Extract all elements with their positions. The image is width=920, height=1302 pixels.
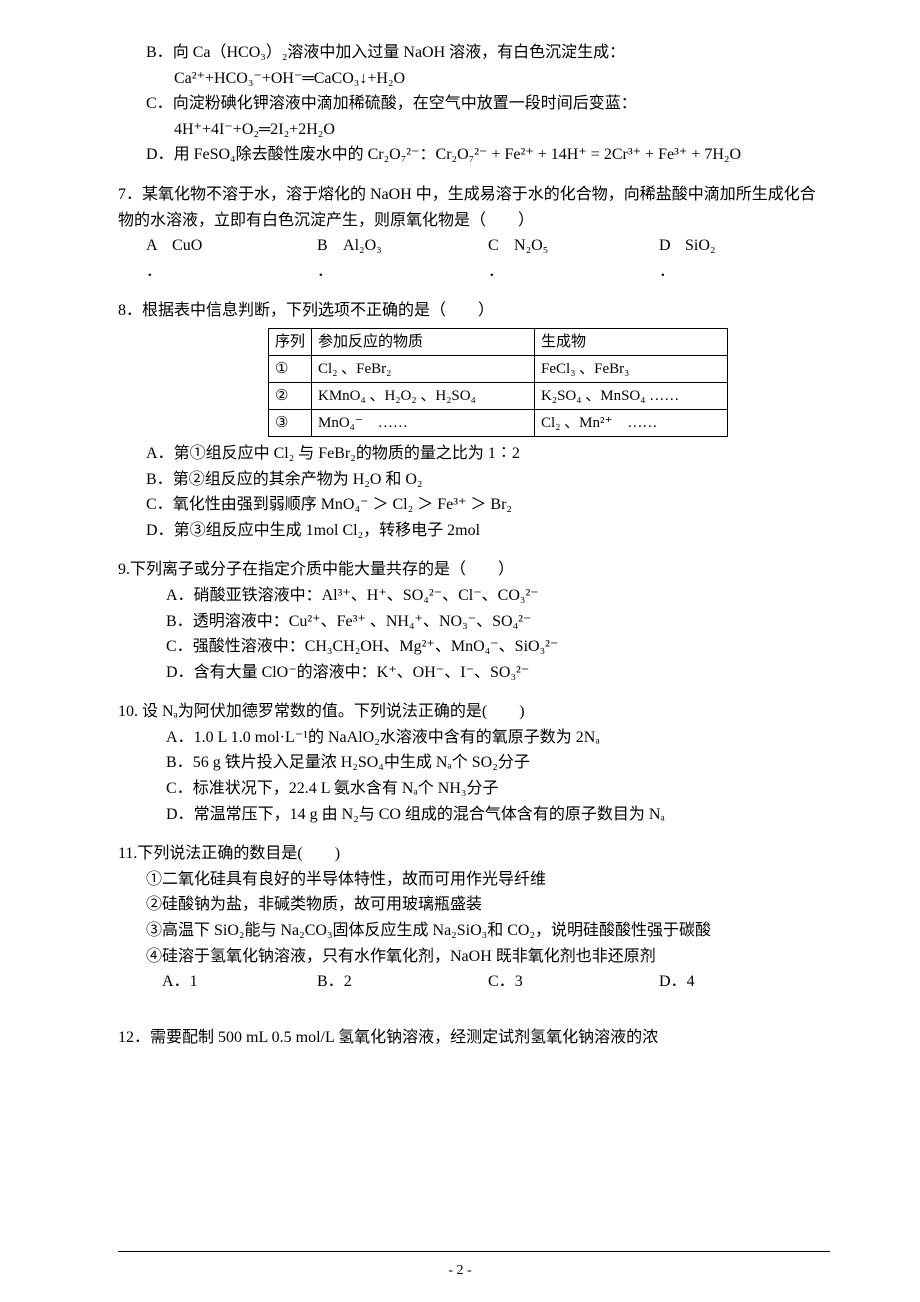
th-products: 生成物 [535,328,728,355]
q8-a-text: 第①组反应中 Cl₂ 与 FeBr₂的物质的量之比为 1∶2 [174,445,520,462]
q6-option-b: B．向 Ca（HCO₃）₂溶液中加入过量 NaOH 溶液，有白色沉淀生成： [118,40,830,66]
q9-opt-c: C．强酸性溶液中：CH₃CH₂OH、Mg²⁺、MnO₄⁻、SiO₃²⁻ [118,634,830,660]
q10-opt-a: A．1.0 L 1.0 mol·L⁻¹的 NaAlO₂水溶液中含有的氧原子数为 … [118,725,830,751]
q11-stem: 11.下列说法正确的数目是( ) [118,841,830,867]
q8-opt-d: D．第③组反应中生成 1mol Cl₂，转移电子 2mol [118,518,830,544]
q8-opt-b: B．第②组反应的其余产物为 H₂O 和 O₂ [118,467,830,493]
q7-stem: 7．某氧化物不溶于水，溶于熔化的 NaOH 中，生成易溶于水的化合物，向稀盐酸中… [118,182,830,233]
q8-b-text: 第②组反应的其余产物为 H₂O 和 O₂ [173,471,423,488]
q6-c-text: 向淀粉碘化钾溶液中滴加稀硫酸，在空气中放置一段时间后变蓝： [173,95,637,112]
q6-b-eq: Ca²⁺+HCO₃⁻+OH⁻═CaCO₃↓+H₂O [118,66,830,92]
q7-opt-b: B．Al₂O₃ [317,233,488,284]
q11-opt-c: C．3 [488,969,659,995]
page-number: - 2 - [0,1260,920,1282]
page: B．向 Ca（HCO₃）₂溶液中加入过量 NaOH 溶液，有白色沉淀生成： Ca… [0,0,920,1302]
th-seq: 序列 [269,328,312,355]
q11-d-text: 4 [687,973,695,990]
q9-opt-a: A．硝酸亚铁溶液中：Al³⁺、H⁺、SO₄²⁻、Cl⁻、CO₃²⁻ [118,583,830,609]
q10-opt-c: C．标准状况下，22.4 L 氨水含有 Nₐ个 NH₃分子 [118,776,830,802]
q11-opt-d: D．4 [659,969,830,995]
q7-options: A．CuO B．Al₂O₃ C．N₂O₅ D．SiO₂ [118,233,830,284]
q10-opt-d: D．常温常压下，14 g 由 N₂与 CO 组成的混合气体含有的原子数目为 Nₐ [118,802,830,828]
q6-option-c: C．向淀粉碘化钾溶液中滴加稀硫酸，在空气中放置一段时间后变蓝： [118,91,830,117]
q11-b-text: 2 [344,973,352,990]
opt-letter: B． [146,44,173,61]
q8-opt-c: C．氧化性由强到弱顺序 MnO₄⁻ ＞ Cl₂ ＞ Fe³⁺ ＞ Br₂ [118,492,830,518]
opt-letter: D． [146,146,174,163]
table-row: ① Cl₂ 、FeBr₂ FeCl₃ 、FeBr₃ [269,355,728,382]
q9-b-text: 透明溶液中：Cu²⁺、Fe³⁺ 、NH₄⁺、NO₃⁻、SO₄²⁻ [193,613,532,630]
cell: FeCl₃ 、FeBr₃ [535,355,728,382]
q10-a-text: 1.0 L 1.0 mol·L⁻¹的 NaAlO₂水溶液中含有的氧原子数为 2N… [194,729,600,746]
q7-opt-b-text: Al₂O₃ [343,233,382,284]
q7-opt-a: A．CuO [146,233,317,284]
cell: Cl₂ 、Mn²⁺ …… [535,409,728,436]
q7-opt-c: C．N₂O₅ [488,233,659,284]
q8-opt-a: A．第①组反应中 Cl₂ 与 FeBr₂的物质的量之比为 1∶2 [118,441,830,467]
q11-s1: ①二氧化硅具有良好的半导体特性，故而可用作光导纤维 [118,867,830,893]
q10-d-text: 常温常压下，14 g 由 N₂与 CO 组成的混合气体含有的原子数目为 Nₐ [194,806,665,823]
opt-letter: C． [146,95,173,112]
table-row: ② KMnO₄ 、H₂O₂ 、H₂SO₄ K₂SO₄ 、MnSO₄ …… [269,382,728,409]
th-reactants: 参加反应的物质 [312,328,535,355]
q6-d-text: 用 FeSO₄除去酸性废水中的 Cr₂O₇²⁻：Cr₂O₇²⁻ + Fe²⁺ +… [174,146,741,163]
cell: ② [269,382,312,409]
q6-b-text: 向 Ca（HCO₃）₂溶液中加入过量 NaOH 溶液，有白色沉淀生成： [173,44,625,61]
cell: KMnO₄ 、H₂O₂ 、H₂SO₄ [312,382,535,409]
cell: K₂SO₄ 、MnSO₄ …… [535,382,728,409]
q8-stem: 8．根据表中信息判断，下列选项不正确的是（ ） [118,298,830,324]
q8-table: 序列 参加反应的物质 生成物 ① Cl₂ 、FeBr₂ FeCl₃ 、FeBr₃… [268,328,728,437]
cell: ① [269,355,312,382]
q11-opt-a: A．1 [146,969,317,995]
q10-stem: 10. 设 Nₐ为阿伏加德罗常数的值。下列说法正确的是( ) [118,699,830,725]
q9-opt-b: B．透明溶液中：Cu²⁺、Fe³⁺ 、NH₄⁺、NO₃⁻、SO₄²⁻ [118,609,830,635]
q8-c-text: 氧化性由强到弱顺序 MnO₄⁻ ＞ Cl₂ ＞ Fe³⁺ ＞ Br₂ [173,496,512,513]
q7-opt-a-text: CuO [172,233,202,284]
cell: Cl₂ 、FeBr₂ [312,355,535,382]
q10-c-text: 标准状况下，22.4 L 氨水含有 Nₐ个 NH₃分子 [193,780,499,797]
q7-opt-c-text: N₂O₅ [514,233,548,284]
q7-opt-d-text: SiO₂ [685,233,715,284]
q11-s4: ④硅溶于氢氧化钠溶液，只有水作氧化剂，NaOH 既非氧化剂也非还原剂 [118,944,830,970]
q9-a-text: 硝酸亚铁溶液中：Al³⁺、H⁺、SO₄²⁻、Cl⁻、CO₃²⁻ [194,587,539,604]
q9-stem: 9.下列离子或分子在指定介质中能大量共存的是（ ） [118,557,830,583]
q6-c-eq: 4H⁺+4I⁻+O₂═2I₂+2H₂O [118,117,830,143]
q7-opt-d: D．SiO₂ [659,233,830,284]
q11-s3: ③高温下 SiO₂能与 Na₂CO₃固体反应生成 Na₂SiO₃和 CO₂，说明… [118,918,830,944]
q11-s2: ②硅酸钠为盐，非碱类物质，故可用玻璃瓶盛装 [118,892,830,918]
q11-opt-b: B．2 [317,969,488,995]
table-header-row: 序列 参加反应的物质 生成物 [269,328,728,355]
q9-c-text: 强酸性溶液中：CH₃CH₂OH、Mg²⁺、MnO₄⁻、SiO₃²⁻ [193,638,559,655]
q12-stem: 12．需要配制 500 mL 0.5 mol/L 氢氧化钠溶液，经测定试剂氢氧化… [118,1025,830,1051]
q8-d-text: 第③组反应中生成 1mol Cl₂，转移电子 2mol [174,522,480,539]
cell: MnO₄⁻ …… [312,409,535,436]
table-row: ③ MnO₄⁻ …… Cl₂ 、Mn²⁺ …… [269,409,728,436]
q11-a-text: 1 [190,973,198,990]
q11-c-text: 3 [515,973,523,990]
q11-options: A．1 B．2 C．3 D．4 [118,969,830,995]
q10-b-text: 56 g 铁片投入足量浓 H₂SO₄中生成 Nₐ个 SO₂分子 [193,754,530,771]
q10-opt-b: B．56 g 铁片投入足量浓 H₂SO₄中生成 Nₐ个 SO₂分子 [118,750,830,776]
cell: ③ [269,409,312,436]
footer-divider [118,1251,830,1252]
q9-opt-d: D．含有大量 ClO⁻的溶液中：K⁺、OH⁻、I⁻、SO₃²⁻ [118,660,830,686]
q9-d-text: 含有大量 ClO⁻的溶液中：K⁺、OH⁻、I⁻、SO₃²⁻ [194,664,530,681]
q6-option-d: D．用 FeSO₄除去酸性废水中的 Cr₂O₇²⁻：Cr₂O₇²⁻ + Fe²⁺… [118,142,830,168]
